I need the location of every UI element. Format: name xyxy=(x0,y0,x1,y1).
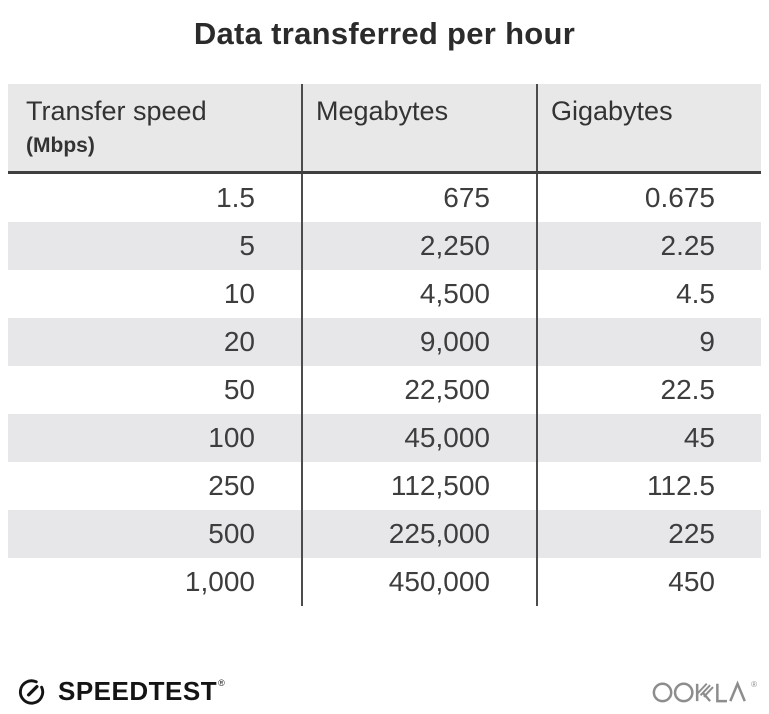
speedtest-wordmark: SPEEDTEST xyxy=(58,676,218,706)
table-cell: 10 xyxy=(8,270,303,318)
table-row: 500 225,000 225 xyxy=(8,510,761,558)
chart-title: Data transferred per hour xyxy=(193,16,576,51)
table-row: 20 9,000 9 xyxy=(8,318,761,366)
table-cell: 0.675 xyxy=(644,182,715,213)
data-table: Transfer speed (Mbps) Megabytes Gigabyte… xyxy=(8,84,761,606)
header-sublabel: (Mbps) xyxy=(26,134,95,157)
table-cell: 225,000 xyxy=(303,510,538,558)
table-cell: 22.5 xyxy=(660,374,716,405)
table-cell: 675 xyxy=(303,174,538,222)
table-cell: 20 xyxy=(8,318,303,366)
table-cell: 450 xyxy=(668,566,715,597)
table-cell: 45,000 xyxy=(303,414,538,462)
table-row: 1,000 450,000 450 xyxy=(8,558,761,606)
table-cell: 100 xyxy=(8,414,303,462)
table-row: 10 4,500 4.5 xyxy=(8,270,761,318)
table-cell: 45 xyxy=(683,422,715,453)
table-cell: 5 xyxy=(8,222,303,270)
table-header-row: Transfer speed (Mbps) Megabytes Gigabyte… xyxy=(8,84,761,174)
header-gigabytes: Gigabytes xyxy=(538,84,761,171)
table-row: 5 2,250 2.25 xyxy=(8,222,761,270)
table-cell: 2.25 xyxy=(660,230,716,261)
table-row: 1.5 675 0.675 xyxy=(8,174,761,222)
table-cell: 1.5 xyxy=(8,174,303,222)
speedtest-logo: SPEEDTEST ® xyxy=(16,676,225,706)
table-row: 100 45,000 45 xyxy=(8,414,761,462)
infographic: Data transferred per hour Transfer speed… xyxy=(0,16,769,706)
table-row: 50 22,500 22.5 xyxy=(8,366,761,414)
table-cell: 112.5 xyxy=(647,470,715,501)
table-cell: 250 xyxy=(8,462,303,510)
table-cell: 450,000 xyxy=(303,558,538,606)
table-cell: 4.5 xyxy=(676,278,715,309)
table-cell: 9,000 xyxy=(303,318,538,366)
table-cell: 9 xyxy=(699,326,715,357)
table-cell: 4,500 xyxy=(303,270,538,318)
table-row: 250 112,500 112.5 xyxy=(8,462,761,510)
header-transfer-speed: Transfer speed (Mbps) xyxy=(8,84,303,171)
registered-trademark-icon: ® xyxy=(218,678,225,688)
speedometer-gauge-icon xyxy=(18,679,45,705)
ookla-logo: ® xyxy=(652,679,757,704)
table-cell: 50 xyxy=(8,366,303,414)
header-label: Megabytes xyxy=(316,96,449,126)
table-cell: 225 xyxy=(668,518,715,549)
table-body: 1.5 675 0.675 5 2,250 2.25 10 4,500 4.5 20 9,000 9 5… xyxy=(8,174,761,606)
ookla-wordmark-icon xyxy=(652,680,746,702)
header-label: Gigabytes xyxy=(551,96,673,126)
table-cell: 2,250 xyxy=(303,222,538,270)
header-label: Transfer speed xyxy=(26,96,207,126)
header-megabytes: Megabytes xyxy=(303,84,538,171)
registered-trademark-icon: ® xyxy=(751,679,757,689)
footer: SPEEDTEST ® ® xyxy=(0,668,769,714)
table-cell: 22,500 xyxy=(303,366,538,414)
table-cell: 500 xyxy=(8,510,303,558)
table-cell: 1,000 xyxy=(8,558,303,606)
table-cell: 112,500 xyxy=(303,462,538,510)
